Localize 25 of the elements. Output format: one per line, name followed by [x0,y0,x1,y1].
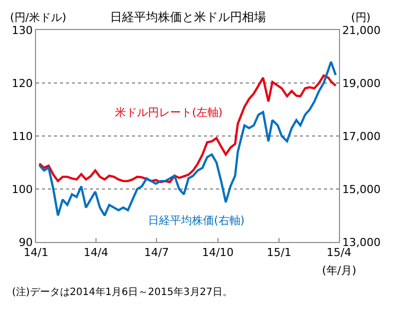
line-series [38,60,337,217]
chart-title: 日経平均株価と米ドル円相場 [110,10,266,24]
x-tick-label: 14/7 [144,246,169,260]
y-tick-label: 100 [12,182,33,196]
x-tick-label: 14/10 [202,246,234,260]
x-axis-title: (年/月) [322,264,356,277]
y-tick-label: 110 [12,130,33,143]
series-label: 米ドル円レート(左軸) [115,106,223,119]
y2-tick-label: 19,000 [342,76,381,90]
line-series [38,74,337,184]
y2-tick-label: 15,000 [342,182,381,196]
y-tick-label: 120 [12,76,33,90]
y-tick-label: 130 [12,24,33,37]
y2-tick-label: 17,000 [342,130,381,143]
text: (注)データは2014年1月6日～2015年3月27日。 [12,286,233,298]
series-label: 日経平均株価(右軸) [148,214,245,227]
y2-tick-label: 21,000 [342,24,381,37]
x-tick-label: 14/1 [24,246,48,260]
y-tick-label: 90 [18,236,33,249]
x-tick-label: 15/4 [326,246,352,260]
y2-tick-label: 13,000 [342,236,381,249]
x-tick-label: 14/4 [84,246,108,260]
y2-axis-title: (円) [351,11,371,24]
x-tick-label: 15/1 [266,246,292,260]
y-axis-title: (円/米ドル) [10,11,66,24]
